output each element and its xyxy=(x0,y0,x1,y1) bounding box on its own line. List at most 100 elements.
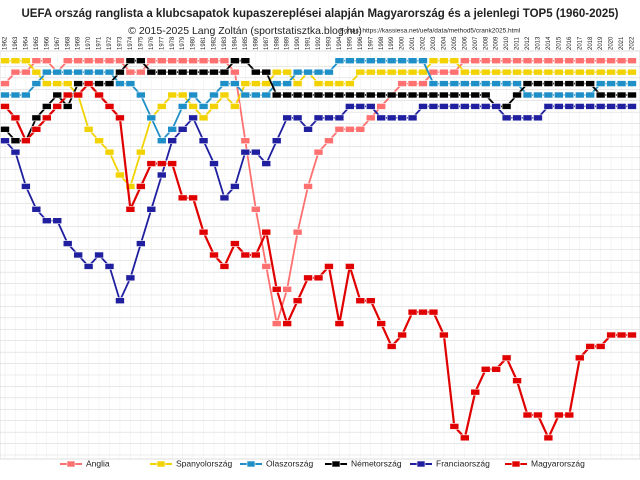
flag-marker xyxy=(627,91,637,99)
flag-marker xyxy=(62,57,73,65)
x-tick-label: 1967 xyxy=(55,36,61,50)
flag-marker xyxy=(94,57,104,65)
flag-marker xyxy=(271,80,282,87)
flag-marker xyxy=(606,68,616,76)
flag-marker xyxy=(616,68,627,76)
flag-marker xyxy=(251,251,261,259)
flag-marker xyxy=(21,57,31,65)
flag-marker xyxy=(73,251,83,259)
flag-marker xyxy=(156,160,167,167)
flag-marker xyxy=(439,91,449,99)
flag-marker xyxy=(125,274,136,282)
flag-marker xyxy=(83,125,94,133)
flag-marker xyxy=(386,57,397,65)
flag-marker xyxy=(125,183,136,190)
flag-marker xyxy=(554,91,564,99)
flag-marker xyxy=(585,57,596,65)
flag-marker xyxy=(439,57,449,65)
flag-marker xyxy=(355,68,366,76)
flag-marker xyxy=(240,148,251,156)
flag-marker xyxy=(83,68,94,76)
flag-marker xyxy=(261,263,272,270)
x-tick-label: 2008 xyxy=(483,36,489,50)
flag-marker xyxy=(251,91,261,99)
x-tick-label: 1988 xyxy=(274,36,280,50)
series xyxy=(0,57,637,145)
x-tick-label: 1973 xyxy=(118,36,124,50)
flag-marker xyxy=(209,57,219,65)
flag-marker xyxy=(240,80,251,87)
flag-marker xyxy=(365,68,376,76)
flag-marker xyxy=(501,114,512,122)
flag-marker xyxy=(501,103,512,110)
legend-swatch-marker xyxy=(416,460,426,468)
flag-marker xyxy=(345,263,355,270)
x-tick-label: 1981 xyxy=(201,36,207,50)
x-tick-label: 1989 xyxy=(285,36,291,50)
flag-marker xyxy=(574,91,585,99)
flag-marker xyxy=(324,80,334,87)
flag-marker xyxy=(240,137,251,145)
flag-marker xyxy=(146,160,157,167)
flag-marker xyxy=(292,228,303,236)
series xyxy=(0,57,637,145)
flag-marker xyxy=(282,91,292,99)
flag-marker xyxy=(156,57,167,65)
flag-marker xyxy=(512,91,522,99)
x-tick-label: 1986 xyxy=(253,36,259,50)
flag-marker xyxy=(324,263,334,270)
flag-marker xyxy=(62,240,73,247)
flag-marker xyxy=(449,91,460,99)
flag-marker xyxy=(240,57,251,65)
flag-marker xyxy=(564,103,575,110)
flag-marker xyxy=(240,91,251,99)
legend-label: Spanyolország xyxy=(176,458,233,468)
flag-marker xyxy=(62,80,73,87)
flag-marker xyxy=(606,91,616,99)
flag-marker xyxy=(574,103,585,110)
flag-marker xyxy=(533,411,543,419)
flag-marker xyxy=(292,91,303,99)
x-tick-label: 2018 xyxy=(588,36,594,50)
flag-marker xyxy=(219,80,230,87)
flag-marker xyxy=(136,240,146,247)
flag-marker xyxy=(209,251,219,259)
flag-marker xyxy=(156,68,167,76)
flag-marker xyxy=(554,103,564,110)
flag-marker xyxy=(10,137,21,145)
flag-marker xyxy=(501,80,512,87)
flag-marker xyxy=(94,251,104,259)
x-tick-label: 1975 xyxy=(138,36,144,50)
flag-marker xyxy=(282,68,292,76)
flag-marker xyxy=(345,103,355,110)
x-tick-label: 1972 xyxy=(107,36,113,50)
x-tick-label: 2010 xyxy=(504,36,510,50)
flag-marker xyxy=(418,57,428,65)
flag-marker xyxy=(115,68,125,76)
chart-title: UEFA ország ranglista a klubcsapatok kup… xyxy=(22,8,619,20)
flag-marker xyxy=(313,274,324,282)
x-tick-label: 2016 xyxy=(567,36,573,50)
x-tick-label: 1999 xyxy=(389,36,395,50)
flag-marker xyxy=(73,57,83,65)
flag-marker xyxy=(313,80,324,87)
flag-marker xyxy=(627,331,637,339)
flag-marker xyxy=(574,57,585,65)
flag-marker xyxy=(616,57,627,65)
flag-marker xyxy=(167,91,177,99)
flag-marker xyxy=(491,365,501,373)
flag-marker xyxy=(355,125,366,133)
flag-marker xyxy=(595,91,606,99)
x-tick-label: 1997 xyxy=(368,36,374,50)
flag-marker xyxy=(115,297,125,305)
flag-marker xyxy=(251,68,261,76)
flag-marker xyxy=(459,91,470,99)
flag-marker xyxy=(480,80,491,87)
flag-marker xyxy=(146,68,157,76)
flag-marker xyxy=(115,114,125,122)
flag-marker xyxy=(198,228,209,236)
flag-marker xyxy=(595,103,606,110)
x-tick-label: 1971 xyxy=(97,36,103,50)
flag-marker xyxy=(31,114,42,122)
x-tick-label: 1998 xyxy=(379,36,385,50)
